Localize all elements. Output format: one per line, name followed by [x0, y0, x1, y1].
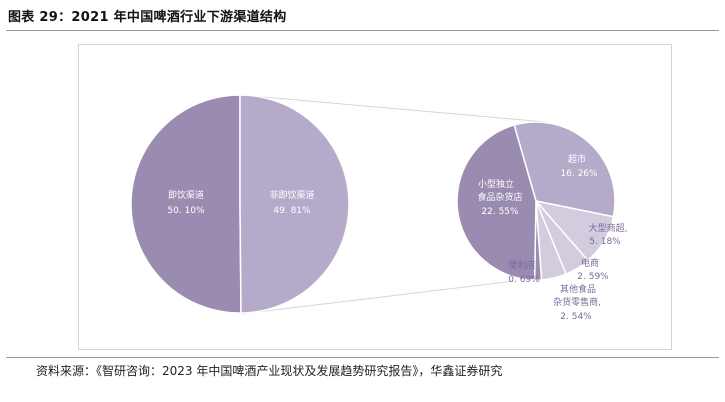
label-dianshang-value: 2. 59% — [577, 272, 609, 282]
connector-bottom — [240, 280, 515, 315]
connector-lines — [240, 94, 547, 315]
label-jiyin-name: 即饮渠道 — [168, 189, 204, 201]
source-note: 资料来源：《智研咨询：2023 年中国啤酒产业现状及发展趋势研究报告》，华鑫证券… — [36, 364, 503, 378]
label-daxing-name: 大型商超, — [589, 222, 628, 234]
label-xiaoxing-name-1: 小型独立 — [478, 178, 514, 190]
label-bianli-value: 0. 69% — [508, 275, 540, 285]
label-daxing-value: 5. 18% — [589, 237, 621, 247]
connector-top — [240, 94, 547, 123]
slice-feijiyin — [239, 94, 350, 314]
label-qita-name-2: 杂货零售商, — [553, 296, 601, 308]
label-feijiyin-value: 49. 81% — [273, 206, 311, 216]
label-xiaoxing-value: 22. 55% — [481, 207, 519, 217]
slice-xiaoxingduli — [456, 124, 537, 281]
label-qita-value: 2. 54% — [560, 312, 592, 322]
label-chaoshi-value: 16. 26% — [560, 169, 598, 179]
slice-chaoshi — [513, 121, 616, 218]
source-divider — [6, 357, 719, 358]
label-feijiyin-name: 非即饮渠道 — [269, 189, 314, 201]
label-xiaoxing-name-2: 食品杂货店 — [477, 191, 522, 203]
label-bianli-name: 便利店 — [508, 259, 535, 271]
chart-frame — [78, 44, 672, 350]
label-chaoshi-name: 超市 — [568, 153, 586, 165]
slice-jiyin — [130, 94, 242, 314]
label-dianshang-name: 电商 — [581, 257, 599, 269]
label-qita-name-1: 其他食品 — [560, 283, 596, 295]
figure-title: 图表 29：2021 年中国啤酒行业下游渠道结构 — [8, 10, 287, 25]
title-divider — [6, 30, 719, 31]
label-jiyin-value: 50. 10% — [167, 206, 205, 216]
